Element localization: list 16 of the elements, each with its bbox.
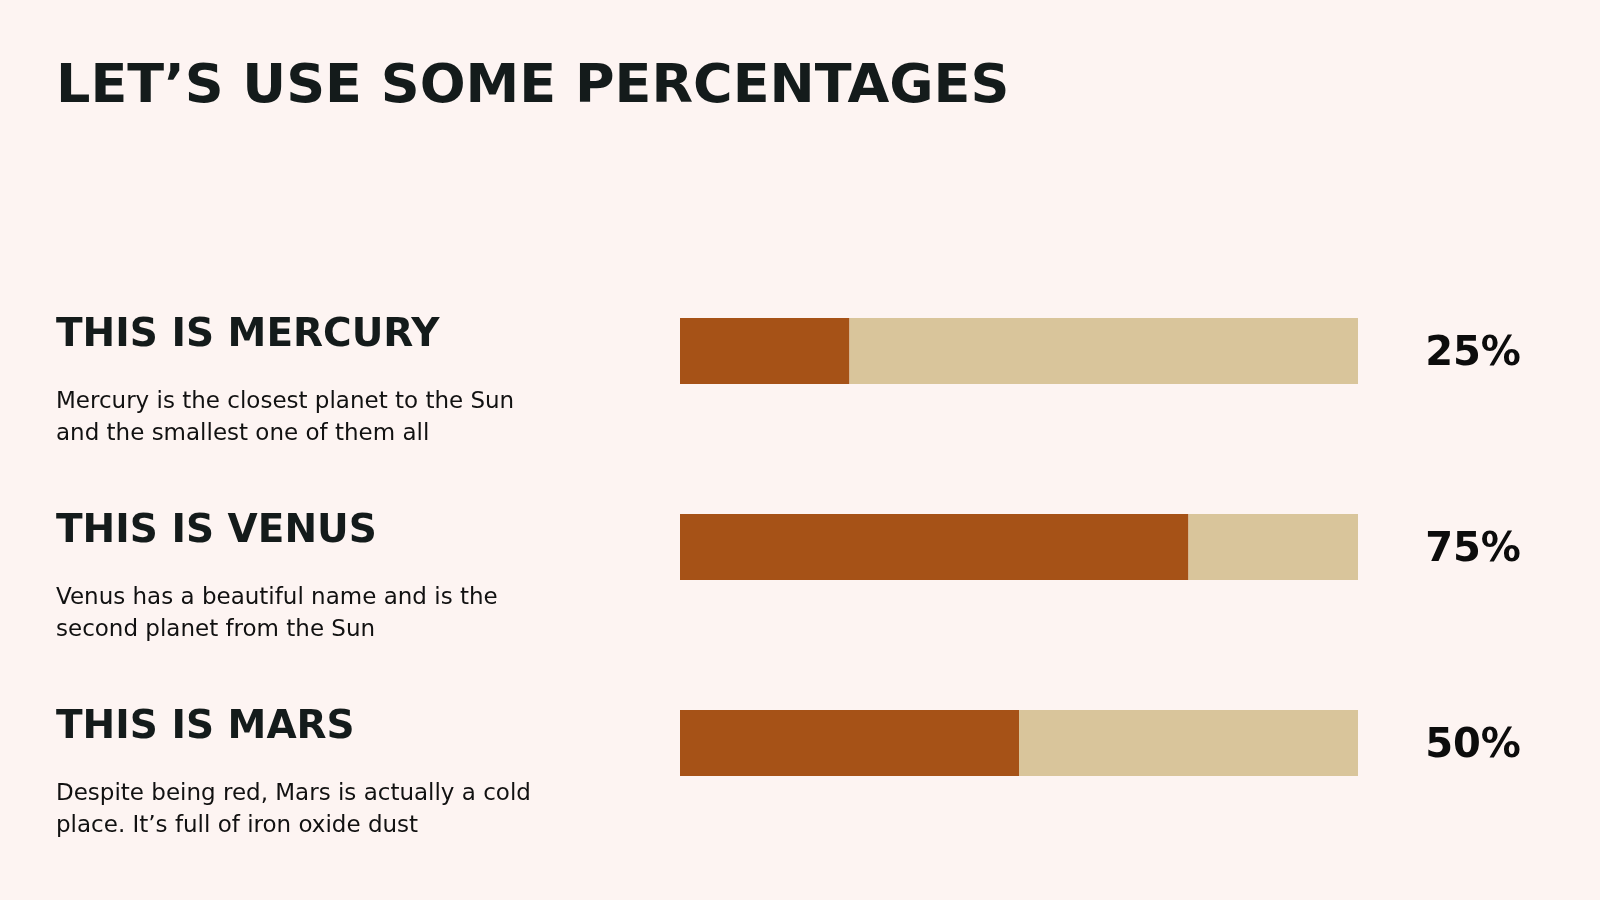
text: Despite being red, Mars is actually a cold place. It’s full of iron oxide dust [56, 778, 532, 839]
text: Mercury is the closest planet to the Sun and the smallest one of them all [56, 386, 516, 447]
bar [680, 710, 1019, 776]
bar [680, 514, 1189, 580]
data-label: 50% [1425, 720, 1521, 766]
y-tick-label: THIS IS VENUS [56, 505, 377, 551]
bar [1188, 514, 1358, 580]
y-tick-label: THIS IS MARS [56, 701, 355, 747]
text: Venus has a beautiful name and is the second planet from the Sun [56, 582, 499, 643]
bar [1019, 710, 1358, 776]
data-label: 75% [1425, 524, 1521, 570]
data-label: 25% [1425, 328, 1521, 374]
bar [680, 318, 850, 384]
bar [849, 318, 1358, 384]
chart-title: LET’S USE SOME PERCENTAGES [56, 52, 1010, 115]
y-tick-label: THIS IS MERCURY [56, 309, 441, 355]
